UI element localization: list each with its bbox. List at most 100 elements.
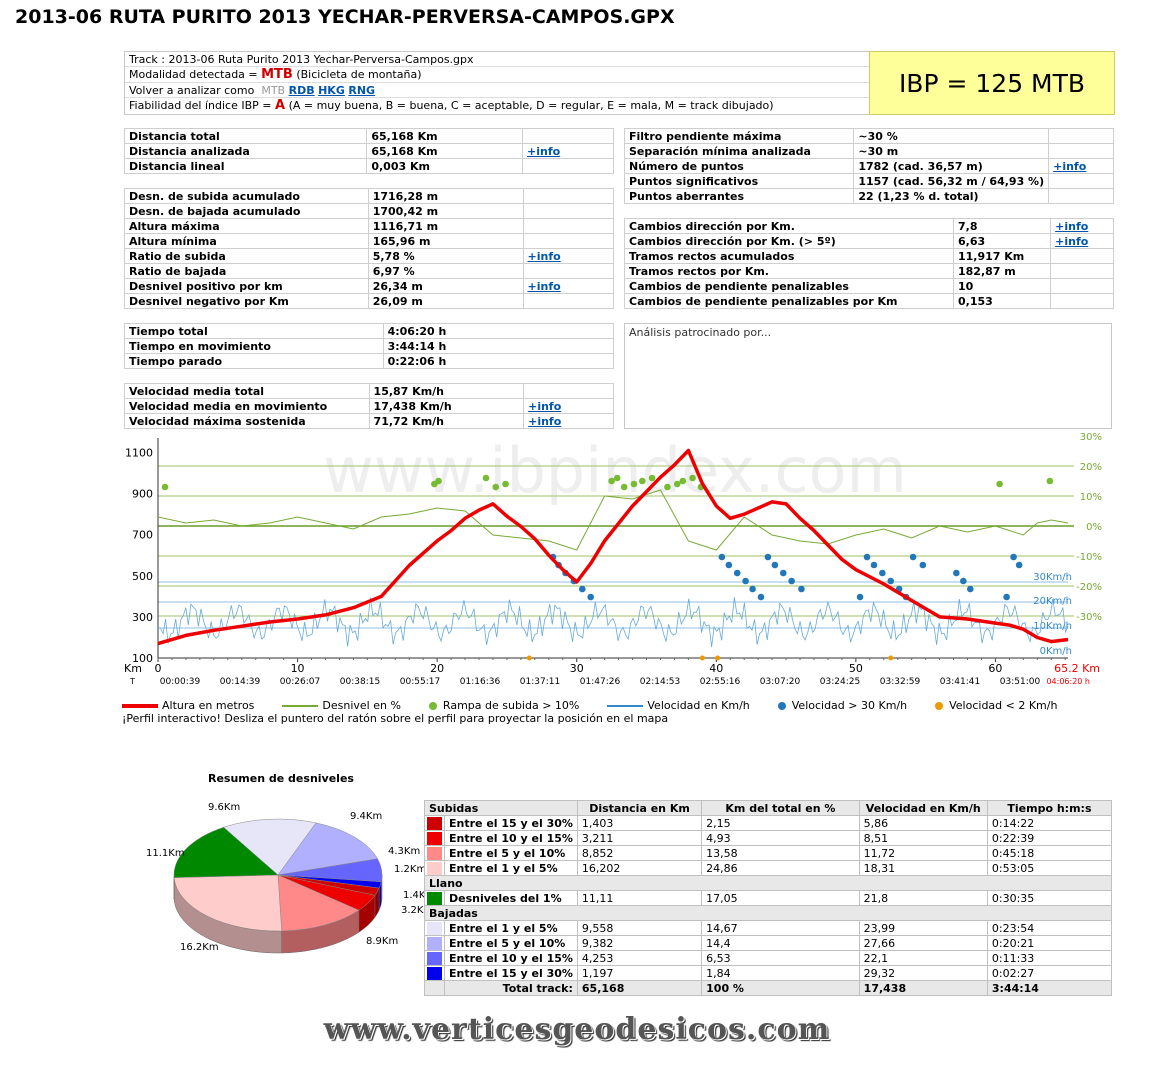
kv-label: Distancia lineal (123, 158, 368, 174)
kv-row: Distancia total 65,168 Km (123, 128, 614, 144)
x-end-label: 65.2 Km (1054, 662, 1100, 675)
time-tick-label: 00:00:39 (160, 677, 201, 687)
legend-item: Velocidad < 2 Km/h (935, 699, 1057, 712)
kv-label: Puntos aberrantes (623, 188, 855, 204)
ramp-marker (673, 480, 681, 488)
kv-row: Altura mínima 165,96 m (124, 233, 614, 249)
pie-slice (223, 818, 317, 876)
reanalyze-rdb-link[interactable]: RDB (288, 83, 315, 97)
legend-item: Velocidad > 30 Km/h (777, 699, 907, 712)
legend-item: Velocidad en Km/h (607, 699, 750, 712)
summary-row: Entre el 1 y el 5% 16,202 24,86 18,31 0:53:0… (424, 860, 1113, 876)
legend-label: Rampa de subida > 10% (442, 699, 580, 712)
speed-line (157, 597, 1069, 648)
legend-label: Altura en metros (162, 699, 255, 712)
speed-low-marker (526, 655, 532, 661)
summary-row: Entre el 15 y el 30% 1,403 2,15 5,86 0:14:22 (424, 815, 1113, 831)
time-tick-label: 00:55:17 (400, 677, 440, 687)
kv-value: 3:44:14 h (382, 338, 615, 354)
pie-label: 8.9Km (366, 936, 398, 947)
profile-legend: Altura en metros Desnivel en % Rampa de su… (122, 699, 1085, 712)
more-info-link[interactable]: +info (1055, 234, 1089, 248)
kv-label: Ratio de subida (124, 248, 369, 264)
y-tick-label: 500 (132, 570, 153, 583)
kv-label: Cambios dirección por Km. (624, 218, 954, 234)
profile-note: ¡Perfil interactivo! Desliza el puntero … (122, 712, 669, 725)
x-tick-label: 0 (155, 662, 162, 675)
kv-label: Tiempo total (124, 323, 384, 339)
more-info-link[interactable]: +info (1055, 219, 1089, 233)
speed-high-marker (587, 593, 594, 601)
speed-high-marker (879, 569, 886, 577)
fiabilidad-row: Fiabilidad del índice IBP = A (A = muy b… (129, 98, 774, 113)
kv-value: 7,8 (952, 218, 1052, 234)
more-info-link[interactable]: +info (528, 414, 562, 428)
kv-label: Distancia total (123, 128, 368, 144)
reanalyze-rng-link[interactable]: RNG (348, 83, 376, 97)
speed-high-marker (733, 569, 741, 577)
pie-label: 1.4Km (403, 890, 424, 901)
kv-row: Cambios dirección por Km. 7,8 +info (624, 218, 1114, 234)
kv-value: ~30 m (853, 143, 1050, 159)
more-info-link[interactable]: +info (527, 279, 561, 293)
kv-label: Desnivel negativo por Km (124, 293, 369, 309)
ramp-marker (689, 474, 696, 482)
speed-high-marker (798, 585, 805, 593)
kv-row: Tramos rectos por Km. 182,87 m (624, 263, 1114, 279)
summary-row: Entre el 10 y el 15% 4,253 6,53 22,1 0:11:33 (424, 950, 1113, 966)
summary-section-row: Bajadas (424, 905, 1112, 921)
kv-label: Cambios dirección por Km. (> 5º) (624, 233, 954, 249)
kv-label: Desnivel positivo por km (124, 278, 369, 294)
category-swatch (427, 861, 442, 875)
y2-tick-label: -30% (1076, 612, 1102, 623)
x-tick-label: 10 (291, 662, 305, 675)
more-info-link[interactable]: +info (527, 144, 561, 158)
kv-value: 6,63 (952, 233, 1052, 249)
ibp-score: IBP = 125 MTB (869, 51, 1115, 115)
summary-header-row: Subidas Distancia en Km Km del total en % V… (424, 800, 1113, 816)
kv-label: Número de puntos (623, 158, 855, 174)
pie-label: 1.2Km (394, 864, 424, 875)
time-tick-label: 03:32:59 (880, 677, 921, 687)
time-axis-label: T (129, 677, 135, 686)
ramp-marker (482, 474, 490, 482)
category-swatch (427, 966, 442, 980)
ramp-marker (620, 483, 628, 491)
category-swatch (427, 831, 442, 845)
summary-row: Entre el 5 y el 10% 8,852 13,58 11,72 0:45:1… (424, 845, 1113, 861)
kv-label: Tiempo en movimiento (124, 338, 384, 354)
kv-row: Tramos rectos acumulados 11,917 Km (624, 248, 1114, 264)
kv-row: Distancia lineal 0,003 Km (123, 158, 614, 174)
elevation-table: Desn. de subida acumulado 1716,28 m Desn. … (124, 188, 614, 309)
elevation-profile-chart[interactable]: www.ibpindex.com300500700900110010030%20… (110, 432, 1110, 694)
kv-value: 165,96 m (367, 233, 524, 249)
kv-value: 6,97 % (367, 263, 524, 279)
kv-value: 182,87 m (952, 263, 1052, 279)
x-tick-label: 20 (430, 662, 444, 675)
y-tick-label: 300 (132, 611, 153, 624)
y-tick-label: 700 (132, 529, 153, 542)
y2-tick-label: 20% (1080, 462, 1102, 473)
kv-row: Ratio de bajada 6,97 % (124, 263, 614, 279)
category-swatch (427, 891, 442, 905)
volver-row: Volver a analizar como MTB RDB HKG RNG (125, 82, 869, 98)
reanalyze-hkg-link[interactable]: HKG (318, 83, 345, 97)
more-info-link[interactable]: +info (1053, 159, 1087, 173)
more-info-link[interactable]: +info (527, 249, 561, 263)
legend-swatch (935, 702, 944, 710)
y-tick-label: 1100 (125, 447, 153, 460)
footer-watermark: www.verticesgeodesicos.com (323, 1012, 831, 1047)
kv-row: Desnivel negativo por Km 26,09 m (124, 293, 614, 309)
legend-swatch (122, 704, 158, 708)
kv-row: Velocidad media en movimiento 17,438 Km/h… (124, 398, 614, 414)
speed-high-marker (967, 585, 974, 593)
category-swatch (427, 951, 442, 965)
category-swatch (427, 936, 442, 950)
speed-high-marker (757, 593, 765, 601)
kv-value: 0,003 Km (366, 158, 524, 174)
kv-label: Cambios de pendiente penalizables (624, 278, 954, 294)
kv-label: Puntos significativos (623, 173, 855, 189)
more-info-link[interactable]: +info (528, 399, 562, 413)
speed-high-marker (887, 577, 895, 585)
kv-value: 22 (1,23 % d. total) (853, 188, 1050, 204)
